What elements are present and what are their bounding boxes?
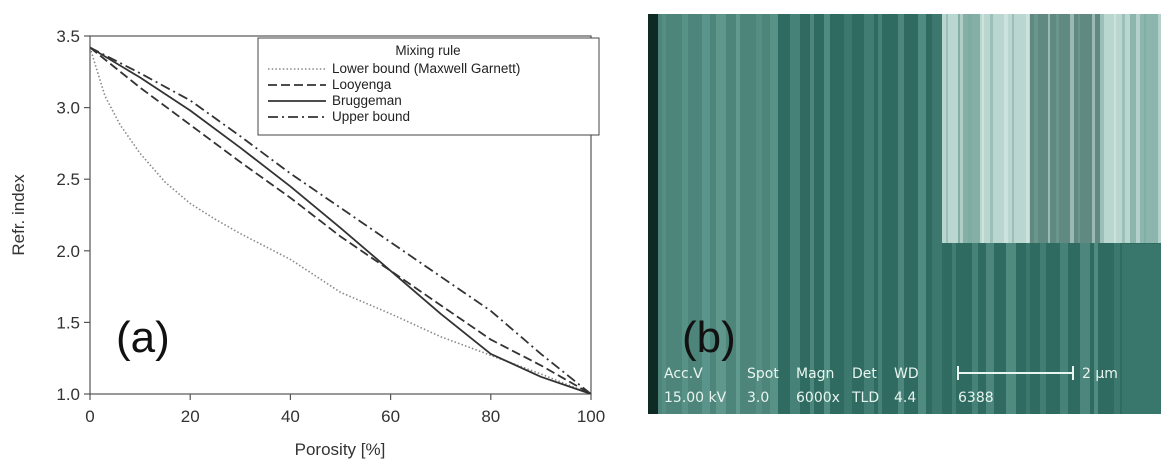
series-line-dashdot <box>90 46 591 394</box>
micrograph-info-bar: Acc.V 15.00 kV Spot 3.0 Magn 6000x Det TLD WD 4.4… <box>664 366 1118 406</box>
micrograph-info-header: Magn <box>796 366 834 382</box>
micrograph-inset <box>942 14 1161 243</box>
micrograph-info: Acc.V 15.00 kV Spot 3.0 Magn 6000x Det TLD WD 4.4 <box>664 366 919 406</box>
inset-streak <box>1048 14 1050 243</box>
legend-label: Upper bound <box>332 109 410 124</box>
micrograph-stripe <box>864 14 874 414</box>
x-axis-ticks: 0 20 40 60 80 100 <box>85 394 605 426</box>
inset-streak <box>990 14 993 243</box>
micrograph-stripe <box>770 14 778 414</box>
micrograph-info-header: WD <box>894 366 919 382</box>
micrograph-info-header: Spot <box>747 366 779 382</box>
y-tick-label: 3.0 <box>56 99 80 118</box>
y-tick-label: 1.0 <box>56 385 80 404</box>
inset-streak <box>960 14 963 243</box>
micrograph-stripe <box>716 14 726 414</box>
inset-streak <box>982 14 984 243</box>
panel-label-a: (a) <box>116 313 170 362</box>
inset-streak <box>1144 14 1146 243</box>
micrograph-stripe <box>898 14 904 414</box>
micrograph-stripe <box>736 14 740 414</box>
inset-streak <box>1158 14 1161 243</box>
panel-label-b: (b) <box>682 313 736 362</box>
inset-streak <box>1012 14 1014 243</box>
micrograph-info-value: 15.00 kV <box>664 390 727 406</box>
inset-streak <box>946 14 948 243</box>
inset-dark-band-3 <box>1130 14 1161 243</box>
micrograph-stripe <box>810 14 814 414</box>
series-lines <box>90 46 591 394</box>
micrograph-stripe <box>662 14 666 414</box>
legend-box <box>257 37 600 136</box>
legend-title: Mixing rule <box>395 43 460 58</box>
micrograph-info-value: TLD <box>851 390 879 406</box>
micrograph-stripe <box>878 14 882 414</box>
inset-dark-band-1 <box>958 14 980 243</box>
y-tick-label: 1.5 <box>56 313 80 332</box>
y-axis-ticks: 1.0 1.5 2.0 2.5 3.0 3.5 <box>56 27 90 404</box>
chart-panel: 0 20 40 60 80 100 1.0 1.5 2.0 2.5 3.0 3.5 Porosity… <box>9 27 605 459</box>
legend: Mixing rule Lower bound (Maxwell Garnett… <box>257 37 600 136</box>
micrograph-stripe <box>790 14 800 414</box>
micrograph-info-value: 3.0 <box>747 390 769 406</box>
x-tick-label: 20 <box>181 407 200 426</box>
legend-label: Looyenga <box>332 77 392 92</box>
micrograph-stripe <box>824 14 830 414</box>
inset-streak <box>1004 14 1008 243</box>
y-tick-label: 2.5 <box>56 170 80 189</box>
micrograph-panel: Acc.V 15.00 kV Spot 3.0 Magn 6000x Det TLD WD 4.4… <box>648 14 1161 414</box>
inset-streak <box>1114 14 1116 243</box>
x-tick-label: 100 <box>577 407 605 426</box>
inset-streak <box>1100 14 1104 243</box>
legend-items: Lower bound (Maxwell Garnett)LooyengaBru… <box>268 61 520 124</box>
micrograph-stripe <box>702 14 710 414</box>
micrograph-info-header: Det <box>852 366 877 382</box>
micrograph-image-id: 6388 <box>958 390 994 406</box>
x-tick-label: 0 <box>85 407 94 426</box>
legend-label: Bruggeman <box>332 93 402 108</box>
inset-streak <box>1092 14 1095 243</box>
series-line-solid <box>90 46 591 394</box>
x-tick-label: 80 <box>481 407 500 426</box>
inset-streak <box>1122 14 1125 243</box>
micrograph-info-value: 4.4 <box>894 390 916 406</box>
micrograph-left-haze <box>658 14 778 414</box>
micrograph-stripe <box>918 14 926 414</box>
inset-streak <box>1078 14 1080 243</box>
y-tick-label: 2.0 <box>56 242 80 261</box>
y-tick-label: 3.5 <box>56 27 80 46</box>
inset-streak <box>968 14 972 243</box>
micrograph-stripe <box>682 14 688 414</box>
inset-streak <box>1026 14 1029 243</box>
x-axis-label: Porosity [%] <box>295 440 386 459</box>
x-tick-label: 40 <box>281 407 300 426</box>
scale-bar-label: 2 µm <box>1082 366 1118 382</box>
inset-streak <box>1034 14 1038 243</box>
micrograph-right-band <box>1122 244 1161 414</box>
micrograph-stripe <box>932 14 942 414</box>
micrograph-info-header: Acc.V <box>664 366 703 382</box>
inset-streak <box>1056 14 1059 243</box>
y-axis-label: Refr. index <box>9 174 28 256</box>
micrograph-stripe <box>756 14 762 414</box>
legend-label: Lower bound (Maxwell Garnett) <box>332 61 520 76</box>
inset-streak <box>1136 14 1140 243</box>
inset-dark-band-2 <box>1030 14 1100 243</box>
inset-streak <box>1070 14 1074 243</box>
x-tick-label: 60 <box>381 407 400 426</box>
micrograph-stripe <box>844 14 852 414</box>
micrograph-info-value: 6000x <box>796 390 840 406</box>
series-line-dashed <box>90 46 591 394</box>
micrograph-dark-edge <box>648 14 658 414</box>
inset-texture <box>946 14 1161 243</box>
